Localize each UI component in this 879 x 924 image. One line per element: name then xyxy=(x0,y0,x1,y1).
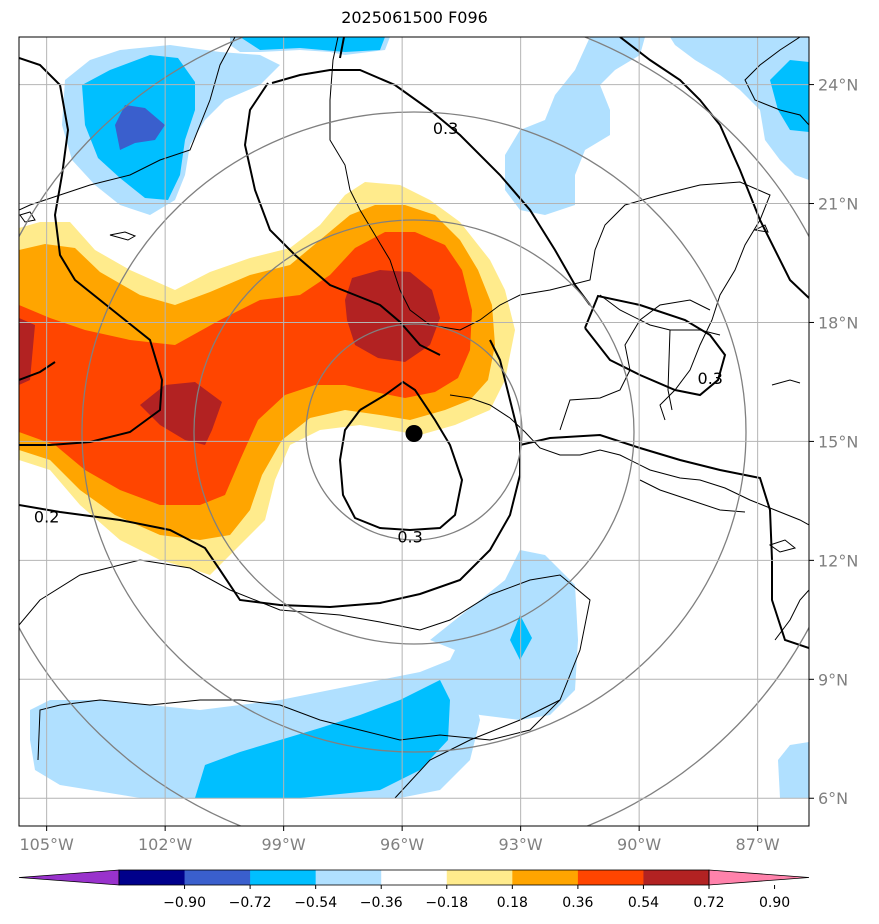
x-tick-label: 105°W xyxy=(19,835,74,854)
colorbar-tick-label: 0.36 xyxy=(562,895,593,911)
colorbar-swatch xyxy=(250,870,317,885)
contour-label: 0.3 xyxy=(433,119,458,138)
storm-center-marker xyxy=(405,424,423,442)
colorbar-swatch xyxy=(512,870,579,885)
colorbar-swatch xyxy=(446,870,513,885)
contour-lines xyxy=(19,37,809,649)
colorbar-extend-high xyxy=(708,869,810,886)
x-axis-ticks: 105°W 102°W 99°W 96°W 93°W 90°W 87°W xyxy=(19,826,780,854)
colorbar-swatch xyxy=(315,870,382,885)
y-tick-label: 6°N xyxy=(818,789,848,808)
colorbar-tick-label: −0.90 xyxy=(163,895,206,911)
y-tick-label: 21°N xyxy=(818,195,858,214)
colorbar-tick-label: −0.36 xyxy=(360,895,403,911)
x-tick-label: 93°W xyxy=(499,835,543,854)
range-rings xyxy=(19,37,809,826)
chart-title: 2025061500 F096 xyxy=(341,8,488,27)
contour-label: 0.3 xyxy=(397,528,422,547)
x-tick-label: 96°W xyxy=(380,835,424,854)
y-tick-label: 12°N xyxy=(818,551,858,570)
colorbar-tick-label: 0.18 xyxy=(497,895,528,911)
map-panel: 0.3 0.3 0.2 0.3 xyxy=(19,37,809,826)
colorbar-swatch xyxy=(643,870,710,885)
positive-anomaly-fill xyxy=(19,182,515,575)
y-tick-label: 18°N xyxy=(818,313,858,332)
colorbar-swatch xyxy=(184,870,251,885)
x-tick-label: 102°W xyxy=(138,835,193,854)
colorbar-tick-label: −0.54 xyxy=(294,895,337,911)
colorbar-swatch xyxy=(577,870,644,885)
colorbar-outline xyxy=(118,869,710,886)
colorbar-tick-label: 0.54 xyxy=(628,895,659,911)
x-tick-label: 99°W xyxy=(262,835,306,854)
colorbar-swatch xyxy=(119,870,186,885)
contour-label: 0.2 xyxy=(34,508,59,527)
contour-label: 0.3 xyxy=(698,369,723,388)
colorbar-tick-label: −0.72 xyxy=(229,895,272,911)
lat-lon-grid xyxy=(19,37,809,826)
y-axis-ticks: 24°N 21°N 18°N 15°N 12°N 9°N 6°N xyxy=(809,76,858,808)
x-tick-label: 90°W xyxy=(617,835,661,854)
negative-anomaly-fill xyxy=(30,37,809,798)
x-tick-label: 87°W xyxy=(736,835,780,854)
y-tick-label: 24°N xyxy=(818,76,858,95)
map-frame xyxy=(18,36,810,827)
colorbar-extend-low xyxy=(18,869,120,886)
y-tick-label: 15°N xyxy=(818,432,858,451)
contour-labels: 0.3 0.3 0.2 0.3 xyxy=(34,119,723,547)
colorbar-swatch xyxy=(381,870,448,885)
y-tick-label: 9°N xyxy=(818,670,848,689)
colorbar-tick-label: −0.18 xyxy=(425,895,468,911)
colorbar-tick-label: 0.90 xyxy=(759,895,790,911)
colorbar-tick-label: 0.72 xyxy=(693,895,724,911)
colorbar: −0.90 −0.72 −0.54 −0.36 −0.18 0.18 0.36 0.54 0.7… xyxy=(18,869,810,911)
